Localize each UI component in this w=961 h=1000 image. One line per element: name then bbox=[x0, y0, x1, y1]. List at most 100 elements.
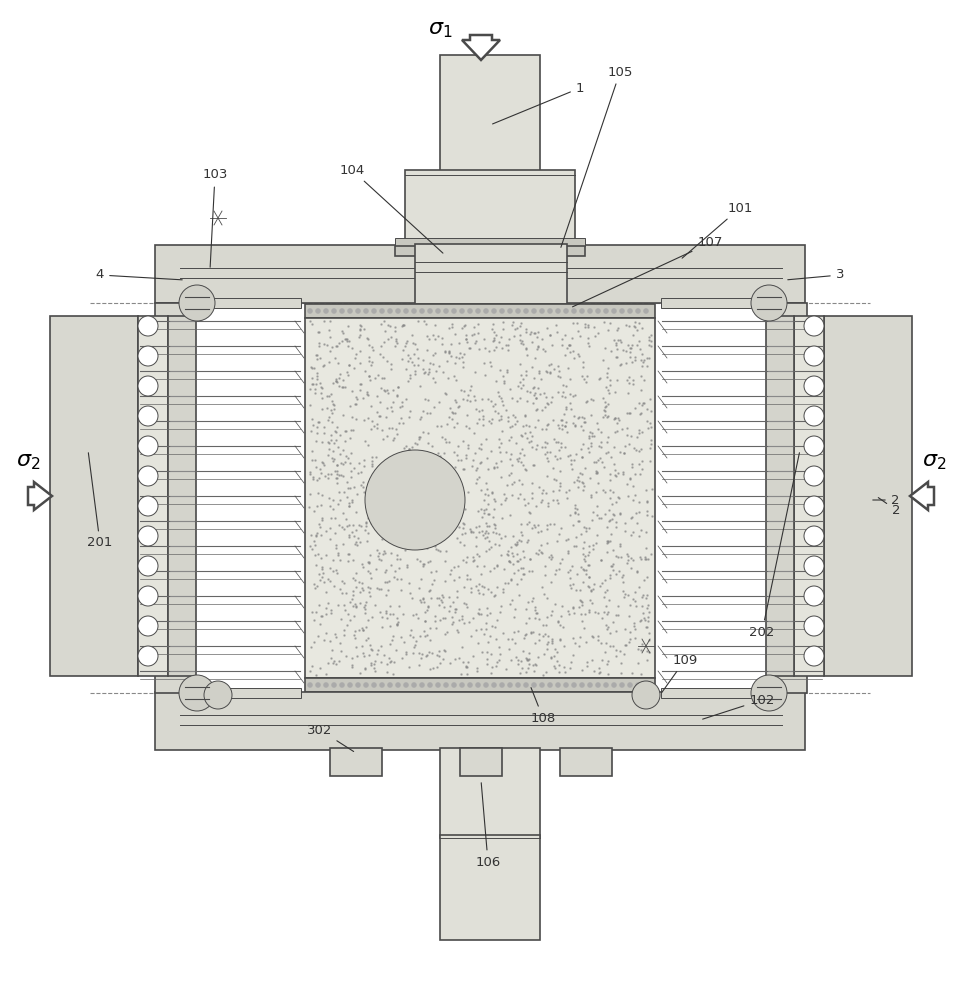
Point bbox=[607, 642, 623, 658]
Point bbox=[476, 331, 491, 347]
Point bbox=[547, 641, 562, 657]
Point bbox=[377, 647, 392, 663]
Point bbox=[305, 360, 320, 376]
Point bbox=[525, 624, 540, 640]
Point bbox=[503, 539, 518, 555]
Point bbox=[511, 327, 527, 343]
Point bbox=[351, 517, 366, 533]
Point bbox=[512, 427, 528, 443]
Point bbox=[303, 538, 318, 554]
Point bbox=[583, 428, 599, 444]
Point bbox=[386, 569, 402, 585]
Point bbox=[356, 622, 371, 638]
Point bbox=[590, 452, 605, 468]
Point bbox=[536, 385, 552, 401]
Point bbox=[609, 489, 625, 505]
Point bbox=[535, 586, 551, 602]
Point bbox=[521, 424, 536, 440]
Point bbox=[544, 603, 559, 619]
Point bbox=[308, 528, 323, 544]
Point bbox=[385, 666, 401, 682]
Point bbox=[396, 458, 411, 474]
Point bbox=[590, 660, 605, 676]
Point bbox=[395, 342, 410, 358]
Point bbox=[612, 549, 628, 565]
Point bbox=[407, 435, 423, 451]
Point bbox=[531, 632, 547, 648]
Point bbox=[426, 399, 441, 415]
Point bbox=[408, 633, 424, 649]
Point bbox=[640, 332, 655, 348]
Point bbox=[597, 407, 612, 423]
Bar bbox=[155, 692, 804, 750]
Point bbox=[577, 519, 592, 535]
Point bbox=[334, 442, 350, 458]
Point bbox=[579, 654, 594, 670]
Point bbox=[462, 524, 478, 540]
Point bbox=[536, 439, 552, 455]
Point bbox=[547, 566, 562, 582]
Point bbox=[312, 527, 328, 543]
Point bbox=[527, 599, 542, 615]
Point bbox=[411, 530, 427, 546]
Point bbox=[492, 444, 507, 460]
Point bbox=[506, 416, 522, 432]
Point bbox=[377, 564, 392, 580]
Circle shape bbox=[443, 682, 448, 688]
Point bbox=[612, 655, 628, 671]
Point bbox=[384, 528, 400, 544]
Point bbox=[638, 643, 653, 659]
Point bbox=[519, 383, 534, 399]
Point bbox=[344, 340, 359, 356]
Point bbox=[411, 645, 427, 661]
Point bbox=[401, 441, 416, 457]
Circle shape bbox=[579, 682, 584, 688]
Point bbox=[575, 354, 590, 370]
Point bbox=[379, 605, 394, 621]
Point bbox=[379, 353, 394, 369]
Point bbox=[491, 652, 506, 668]
Point bbox=[526, 663, 541, 679]
Point bbox=[627, 487, 642, 503]
Point bbox=[329, 457, 344, 473]
Point bbox=[396, 449, 411, 465]
Point bbox=[471, 524, 486, 540]
Point bbox=[363, 354, 379, 370]
Point bbox=[538, 363, 554, 379]
Point bbox=[469, 546, 484, 562]
Point bbox=[578, 566, 593, 582]
Point bbox=[438, 386, 454, 402]
Point bbox=[456, 318, 472, 334]
Point bbox=[630, 494, 646, 510]
Point bbox=[361, 554, 377, 570]
Point bbox=[502, 507, 517, 523]
Point bbox=[450, 438, 465, 454]
Point bbox=[635, 395, 651, 411]
Point bbox=[360, 387, 376, 403]
Point bbox=[447, 392, 462, 408]
Point bbox=[331, 355, 346, 371]
Point bbox=[307, 547, 322, 563]
Point bbox=[552, 450, 567, 466]
Point bbox=[581, 579, 597, 595]
Point bbox=[425, 660, 440, 676]
Circle shape bbox=[635, 308, 640, 314]
Point bbox=[371, 515, 386, 531]
Circle shape bbox=[443, 308, 448, 314]
Point bbox=[619, 555, 634, 571]
Point bbox=[511, 665, 527, 681]
Point bbox=[585, 454, 601, 470]
Point bbox=[543, 635, 558, 651]
Point bbox=[549, 653, 564, 669]
Point bbox=[447, 405, 462, 421]
Point bbox=[625, 372, 640, 388]
Point bbox=[547, 448, 562, 464]
Point bbox=[517, 461, 532, 477]
Point bbox=[538, 389, 554, 405]
Point bbox=[572, 629, 587, 645]
Point bbox=[478, 523, 493, 539]
Point bbox=[501, 641, 516, 657]
Point bbox=[432, 592, 448, 608]
Point bbox=[543, 389, 558, 405]
Point bbox=[621, 318, 636, 334]
